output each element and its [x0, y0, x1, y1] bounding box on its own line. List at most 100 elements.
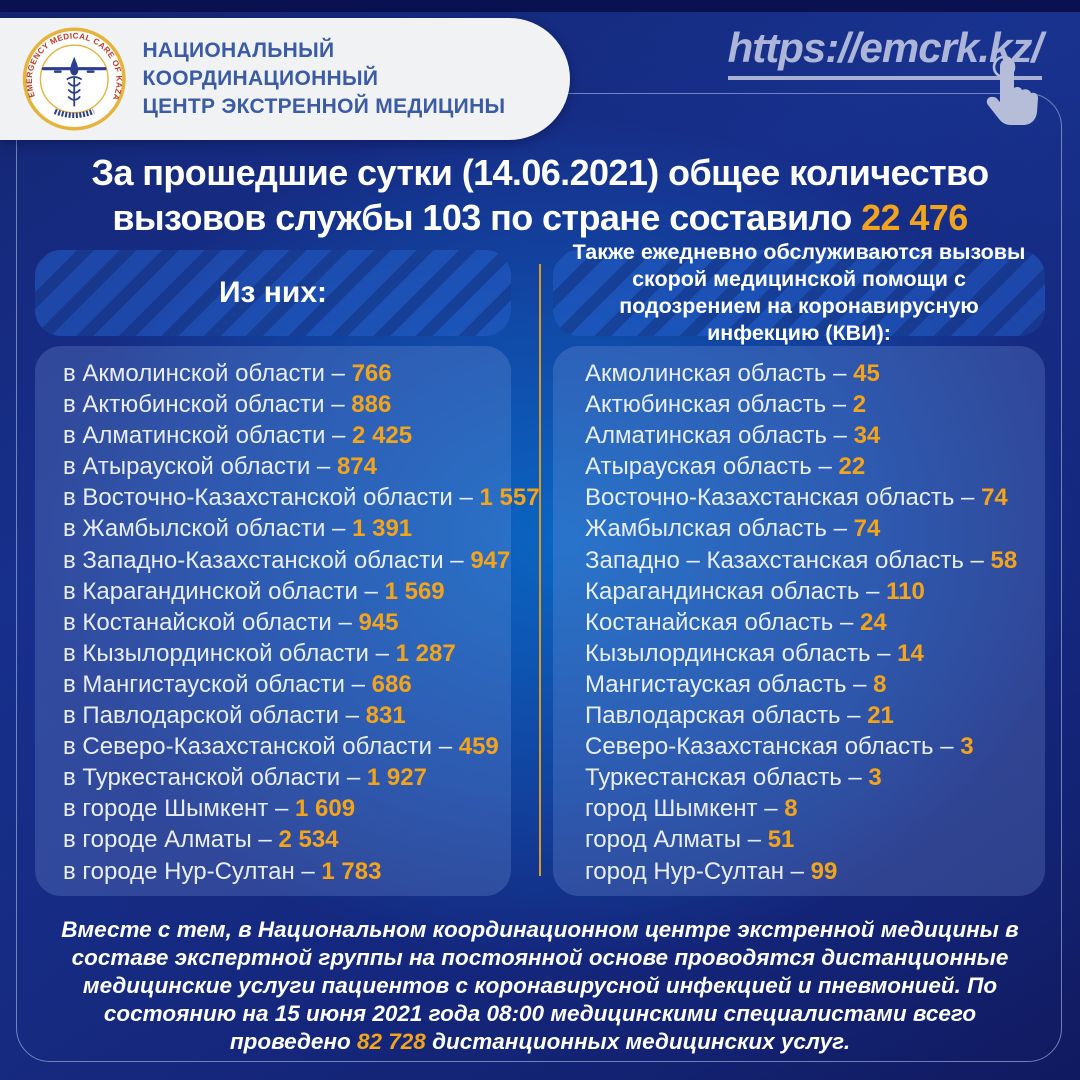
region-label: Жамбылская область – — [585, 515, 847, 543]
region-value: 2 425 — [352, 422, 413, 450]
region-value: 686 — [371, 670, 412, 698]
left-panel-list: в Акмолинской области – 766 в Актюбинской… — [35, 346, 540, 896]
region-row: в городе Шымкент – 1 609 — [63, 793, 511, 824]
region-row: в Атырауской области – 874 — [63, 451, 511, 482]
region-label: город Нур-Султан – — [585, 857, 804, 885]
region-value: 45 — [853, 360, 880, 387]
remote-services-count: 82 728 — [356, 1029, 426, 1054]
region-value: 1 927 — [366, 764, 427, 792]
region-value: 947 — [470, 546, 511, 574]
region-label: в Жамбылской области – — [63, 515, 346, 543]
region-value: 831 — [365, 702, 406, 730]
region-label: в Мангистауской области – — [63, 670, 365, 698]
title-text: За прошедшие сутки (14.06.2021) общее ко… — [91, 152, 990, 238]
org-name-line1: НАЦИОНАЛЬНЫЙ КООРДИНАЦИОННЫЙ — [142, 39, 379, 90]
region-value: 74 — [853, 515, 881, 543]
region-label: Актюбинская область – — [585, 391, 847, 419]
region-value: 3 — [868, 764, 882, 792]
left-panel: Из них: в Акмолинской области – 766 в Акт… — [35, 250, 540, 896]
left-panel-header: Из них: — [35, 250, 511, 336]
region-row: в Кызылординской области – 1 287 — [63, 638, 511, 669]
statistics-columns: Из них: в Акмолинской области – 766 в Акт… — [35, 240, 1045, 896]
footer-note: Вместе с тем, в Национальном координацио… — [60, 916, 1020, 1056]
region-value: 1 783 — [321, 857, 382, 885]
region-label: Восточно-Казахстанская область – — [585, 484, 975, 512]
region-value: 886 — [351, 391, 392, 419]
region-row: город Шымкент – 8 — [585, 793, 1045, 824]
region-value: 110 — [886, 577, 925, 605]
region-label: в Туркестанской области – — [63, 764, 361, 792]
region-row: Карагандинская область – 110 — [585, 576, 1045, 607]
region-label: в городе Нур-Султан – — [63, 857, 315, 885]
header-brand-pill: EMERGENCY MEDICAL CARE OF KAZAKHSTAN НАЦ… — [0, 18, 570, 140]
region-row: в Карагандинской области – 1 569 — [63, 576, 511, 607]
region-label: Западно – Казахстанская область – — [585, 546, 984, 574]
region-row: город Алматы – 51 — [585, 824, 1045, 855]
region-value: 21 — [867, 702, 894, 730]
region-row: в Восточно-Казахстанской области – 1 557 — [63, 482, 540, 513]
region-row: Костанайская область – 24 — [585, 607, 1045, 638]
org-logo-icon: EMERGENCY MEDICAL CARE OF KAZAKHSTAN — [22, 26, 126, 131]
region-label: в Восточно-Казахстанской области – — [63, 484, 473, 512]
region-label: Акмолинская область – — [585, 360, 847, 387]
region-row: Восточно-Казахстанская область – 74 — [585, 482, 1045, 513]
region-row: в городе Нур-Султан – 1 783 — [63, 856, 511, 887]
region-row: в Мангистауской области – 686 — [63, 669, 511, 700]
region-label: в Павлодарской области – — [63, 702, 359, 730]
region-value: 74 — [981, 484, 1008, 512]
region-row: в Жамбылской области – 1 391 — [63, 513, 511, 544]
region-value: 99 — [810, 857, 838, 885]
region-row: Алматинская область – 34 — [585, 420, 1045, 451]
region-label: Туркестанская область – — [585, 764, 862, 792]
region-label: в городе Алматы – — [63, 826, 272, 854]
logo-wing-band — [53, 108, 95, 119]
region-value: 3 — [960, 733, 974, 761]
total-calls-count: 22 476 — [861, 197, 968, 238]
left-panel-title: Из них: — [218, 276, 328, 309]
region-value: 24 — [860, 608, 887, 636]
region-value: 34 — [853, 422, 881, 450]
region-label: Алматинская область – — [585, 422, 847, 450]
website-link[interactable]: https://emcrk.kz/ — [727, 24, 1043, 80]
region-label: город Шымкент – — [585, 795, 778, 823]
region-row: Туркестанская область – 3 — [585, 762, 1045, 793]
region-label: Карагандинская область – — [585, 577, 880, 605]
region-row: в Акмолинской области – 766 — [63, 358, 511, 389]
region-row: Актюбинская область – 2 — [585, 389, 1045, 420]
footer-text-after: дистанционных медицинских услуг. — [432, 1029, 851, 1054]
org-name: НАЦИОНАЛЬНЫЙ КООРДИНАЦИОННЫЙ ЦЕНТР ЭКСТР… — [142, 37, 570, 121]
right-panel: Также ежедневно обслуживаются вызовы ско… — [553, 240, 1045, 896]
tap-hand-icon — [986, 56, 1038, 125]
region-label: Кызылординская область – — [585, 639, 891, 667]
region-label: в Карагандинской области – — [63, 577, 378, 605]
region-value: 1 391 — [352, 515, 413, 543]
region-label: Северо-Казахстанская область – — [585, 733, 954, 761]
region-value: 8 — [784, 795, 798, 823]
right-panel-header: Также ежедневно обслуживаются вызовы ско… — [553, 240, 1045, 345]
region-value: 58 — [990, 546, 1018, 574]
region-value: 459 — [458, 733, 499, 761]
region-row: в Северо-Казахстанской области – 459 — [63, 731, 511, 762]
region-row: Западно – Казахстанская область – 58 — [585, 545, 1045, 576]
region-label: в Северо-Казахстанской области – — [63, 733, 453, 761]
region-label: в Алматинской области – — [63, 422, 346, 450]
region-label: Атырауская область – — [585, 453, 832, 481]
region-value: 1 287 — [395, 639, 456, 667]
region-value: 8 — [873, 670, 887, 698]
org-name-line2: ЦЕНТР ЭКСТРЕННОЙ МЕДИЦИНЫ — [142, 95, 506, 118]
region-value: 1 557 — [479, 484, 540, 512]
region-label: Костанайская область – — [585, 608, 854, 636]
region-label: в Актюбинской области – — [63, 391, 345, 419]
region-row: в Костанайской области – 945 — [63, 607, 511, 638]
region-label: Павлодарская область – — [585, 702, 861, 730]
region-row: Кызылординская область – 14 — [585, 638, 1045, 669]
region-label: Мангистауская область – — [585, 670, 867, 698]
region-label: в городе Шымкент – — [63, 795, 289, 823]
region-value: 2 534 — [278, 826, 339, 854]
region-row: в Алматинской области – 2 425 — [63, 420, 511, 451]
column-divider — [539, 264, 541, 876]
region-value: 22 — [838, 453, 866, 481]
region-row: в Актюбинской области – 886 — [63, 389, 511, 420]
region-label: город Алматы – — [585, 826, 762, 854]
region-value: 2 — [852, 391, 867, 419]
